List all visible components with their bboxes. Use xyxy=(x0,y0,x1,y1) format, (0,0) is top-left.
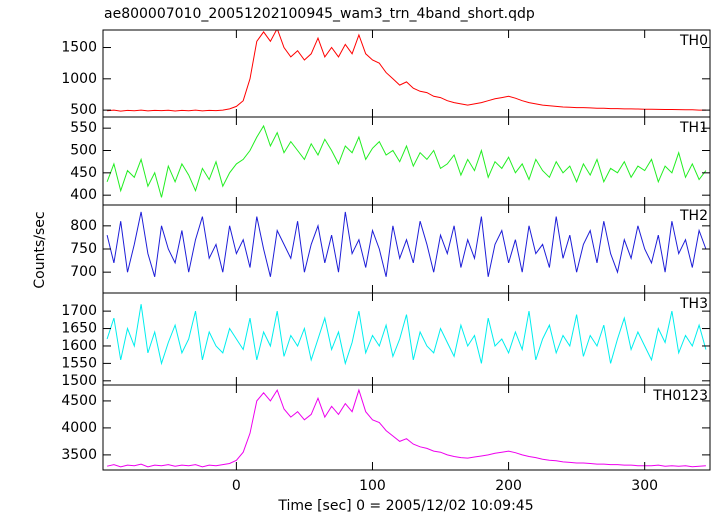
panel-label: TH0123 xyxy=(652,388,708,404)
panel-label: TH1 xyxy=(679,120,708,136)
series-line xyxy=(106,124,707,198)
series-line xyxy=(106,304,707,366)
y-tick-label: 500 xyxy=(70,102,97,118)
y-tick-label: 500 xyxy=(70,143,97,159)
series-line xyxy=(106,388,706,468)
y-tick-label: 450 xyxy=(70,165,97,181)
panel-frame xyxy=(102,116,711,206)
panel-frame xyxy=(102,384,711,471)
series-line xyxy=(106,211,707,277)
y-tick-label: 1500 xyxy=(61,373,97,389)
y-tick-label: 550 xyxy=(70,120,97,136)
series-line xyxy=(107,30,706,112)
x-tick-label: 300 xyxy=(631,478,658,494)
y-tick-label: 4000 xyxy=(61,420,97,436)
y-tick-label: 1000 xyxy=(61,71,97,87)
y-tick-label: 1650 xyxy=(61,321,97,337)
y-tick-label: 1700 xyxy=(61,303,97,319)
x-tick-label: 0 xyxy=(232,478,241,494)
panel-frame xyxy=(102,29,711,118)
x-tick-label: 100 xyxy=(359,478,386,494)
x-tick-label: 200 xyxy=(495,478,522,494)
panel-label: TH2 xyxy=(679,208,708,224)
y-tick-label: 4500 xyxy=(61,393,97,409)
y-tick-label: 1550 xyxy=(61,355,97,371)
panel-frame xyxy=(102,292,711,386)
y-axis-label: Counts/sec xyxy=(32,211,48,288)
y-tick-label: 700 xyxy=(70,264,97,280)
y-tick-label: 400 xyxy=(70,187,97,203)
chart-title: ae800007010_20051202100945_wam3_trn_4ban… xyxy=(104,6,535,22)
panel-label: TH0 xyxy=(679,33,708,49)
y-tick-label: 1500 xyxy=(61,40,97,56)
x-axis-label: Time [sec] 0 = 2005/12/02 10:09:45 xyxy=(277,498,533,514)
y-tick-label: 750 xyxy=(70,241,97,257)
y-tick-label: 3500 xyxy=(61,447,97,463)
y-tick-label: 1600 xyxy=(61,338,97,354)
y-tick-label: 800 xyxy=(70,218,97,234)
panel-label: TH3 xyxy=(679,296,708,312)
